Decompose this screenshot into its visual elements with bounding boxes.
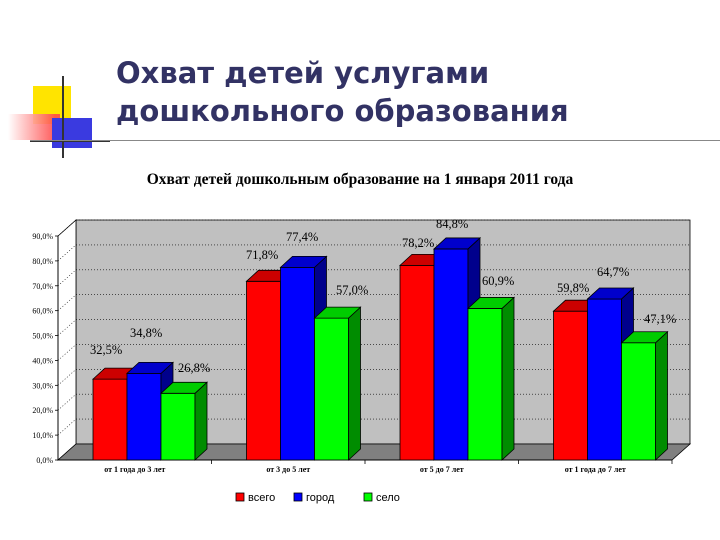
title-divider-accent <box>30 141 110 142</box>
legend-swatch <box>363 492 373 502</box>
bar <box>160 392 196 461</box>
bar-side <box>348 306 361 461</box>
bar-top <box>279 255 328 268</box>
decor-red-bar <box>8 114 60 140</box>
data-label: 84,8% <box>436 217 468 231</box>
data-label: 60,9% <box>482 274 514 288</box>
slide-title-line2: дошкольного образования <box>116 94 569 128</box>
bar <box>399 264 435 461</box>
gridline-side <box>57 244 77 262</box>
data-label: 57,0% <box>336 283 368 297</box>
bar-side <box>655 330 668 461</box>
slide-title: Охват детей услугами дошкольного образов… <box>116 54 676 130</box>
y-tick-label: 60,0% <box>32 307 53 316</box>
data-label: 47,1% <box>644 312 676 326</box>
decor-vertical-line <box>62 76 64 158</box>
bar-top <box>620 331 669 344</box>
y-tick-label: 0,0% <box>36 456 53 465</box>
y-tick-label: 10,0% <box>32 431 53 440</box>
y-tick-label: 70,0% <box>32 282 53 291</box>
bar <box>92 378 128 461</box>
legend-label: всего <box>248 492 275 504</box>
title-divider <box>30 140 720 141</box>
gridline-side <box>57 219 77 237</box>
data-label: 64,7% <box>597 265 629 279</box>
bar <box>587 298 622 461</box>
bar <box>433 248 469 461</box>
data-label: 71,8% <box>246 248 278 262</box>
data-label: 59,8% <box>557 281 589 295</box>
data-label: 77,4% <box>286 230 318 244</box>
y-tick-label: 20,0% <box>32 406 53 415</box>
bar <box>280 266 315 461</box>
bar <box>314 317 349 461</box>
data-label: 32,5% <box>90 343 122 357</box>
x-tick-label: от 5 до 7 лет <box>420 465 464 474</box>
bar-top <box>159 381 209 394</box>
legend-swatch <box>235 492 245 502</box>
bar-top <box>313 306 362 319</box>
gridline-side <box>57 319 77 336</box>
plot-side-wall <box>57 219 77 461</box>
gridline-side <box>57 344 77 361</box>
legend-label: город <box>306 492 335 504</box>
x-tick-label: от 1 года до 7 лет <box>565 465 626 474</box>
chart-title: Охват детей дошкольным образование на 1 … <box>146 171 574 188</box>
bar-top <box>125 361 175 374</box>
bar-side <box>194 381 208 461</box>
y-tick-label: 50,0% <box>32 332 53 341</box>
bar <box>126 372 162 461</box>
bar-top <box>586 287 635 300</box>
bar <box>246 280 281 461</box>
x-tick-label: от 3 до 5 лет <box>266 465 310 474</box>
gridline-side <box>57 418 77 436</box>
bar <box>621 342 656 461</box>
gridline-side <box>57 269 77 287</box>
gridline-side <box>57 369 77 386</box>
slide-title-line1: Охват детей услугами <box>116 56 490 90</box>
bar-side <box>501 296 515 461</box>
y-tick-label: 30,0% <box>32 381 53 390</box>
data-label: 34,8% <box>130 326 162 340</box>
x-tick-label: от 1 года до 3 лет <box>104 465 165 474</box>
bar <box>553 310 588 461</box>
legend-swatch <box>293 492 303 502</box>
bar <box>467 308 503 461</box>
bar-top <box>466 297 516 309</box>
gridline-side <box>57 393 77 411</box>
legend-label: село <box>376 492 400 504</box>
data-label: 78,2% <box>402 236 434 250</box>
bar-top <box>432 237 482 250</box>
y-tick-label: 80,0% <box>32 257 53 266</box>
decor-blue-square <box>52 118 92 148</box>
y-tick-label: 40,0% <box>32 356 53 365</box>
y-tick-label: 90,0% <box>32 232 53 241</box>
data-label: 26,8% <box>178 361 210 375</box>
gridline-side <box>57 294 77 311</box>
